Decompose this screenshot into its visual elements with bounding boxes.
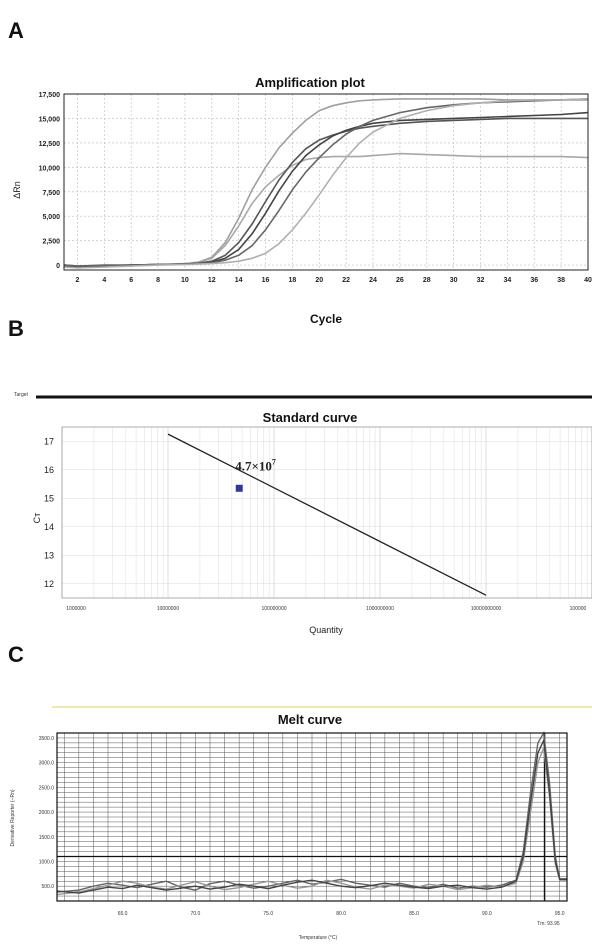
panel-label-a: A	[8, 18, 24, 43]
x-tick-label: 1000000000	[366, 606, 394, 612]
x-tick-label: 90.0	[482, 911, 492, 917]
melt-curve-xlabel: Temperature (°C)	[299, 935, 338, 941]
x-tick-label: 32	[477, 277, 485, 284]
x-tick-label: 28	[423, 277, 431, 284]
x-tick-label: 20	[315, 277, 323, 284]
x-tick-label: 30	[450, 277, 458, 284]
y-tick-label: 3500.0	[39, 736, 55, 742]
y-tick-label: 16	[44, 465, 54, 475]
x-tick-label: 100000	[570, 606, 587, 612]
standard-curve-point	[235, 484, 243, 492]
melt-curve-frame	[56, 732, 568, 902]
x-tick-label: 100000000	[261, 606, 286, 612]
x-tick-label: 8	[156, 277, 160, 284]
y-tick-label: 2,500	[42, 239, 60, 246]
legend-stub: Target	[14, 392, 29, 398]
melt-series-line-1	[56, 730, 567, 893]
amplification-ticks: 2 4 6 8 10 12 14 16 18 20 22 24 26 28 30 32 34 36 38 4002,5…	[39, 92, 592, 284]
x-tick-label: 38	[557, 277, 565, 284]
melt-threshold-line	[57, 733, 567, 901]
standard-curve-points	[235, 484, 243, 492]
melt-series-line-3	[56, 737, 567, 894]
x-tick-label: 16	[262, 277, 270, 284]
x-tick-label: 12	[208, 277, 216, 284]
x-tick-label: 80.0	[336, 911, 346, 917]
x-tick-label: 24	[369, 277, 377, 284]
y-tick-label: 1500.0	[39, 835, 55, 841]
standard-curve-grid	[61, 427, 592, 598]
y-tick-label: 15	[44, 493, 54, 503]
standard-curve-fit	[167, 433, 487, 596]
standard-curve-fit-line	[167, 433, 487, 596]
y-tick-label: 2500.0	[39, 785, 55, 791]
y-tick-label: 500.0	[41, 884, 54, 890]
x-tick-label: 10000000000	[471, 606, 502, 612]
y-tick-label: 3000.0	[39, 761, 55, 767]
x-tick-label: 40	[584, 277, 592, 284]
amplification-series	[63, 98, 589, 269]
standard-curve-frame	[61, 426, 592, 599]
y-tick-label: 14	[44, 522, 54, 532]
x-tick-label: 70.0	[191, 911, 201, 917]
amplification-plot-title: Amplification plot	[255, 75, 365, 90]
y-tick-label: 17	[44, 436, 54, 446]
melt-curve-title: Melt curve	[277, 712, 343, 727]
y-tick-label: 10,000	[39, 165, 61, 172]
standard-curve-ticks: 12 13 14 15 16 17 1000000 10000000 100000000 1000…	[44, 436, 587, 612]
x-tick-label: 36	[530, 277, 538, 284]
y-tick-label: 12,500	[39, 141, 61, 148]
melt-series-line-2	[56, 747, 567, 896]
x-tick-label: 75.0	[263, 911, 273, 917]
y-tick-label: 0	[56, 263, 60, 270]
x-tick-label: 65.0	[118, 911, 128, 917]
x-tick-label: 34	[503, 277, 511, 284]
melt-tm-label: Tm: 93.95	[537, 921, 560, 927]
y-tick-label: 2000.0	[39, 810, 55, 816]
melt-curve-ticks: 500.0 1000.0 1500.0 2000.0 2500.0 3000.0 3500.…	[39, 736, 565, 917]
x-tick-label: 85.0	[409, 911, 419, 917]
x-tick-label: 18	[289, 277, 297, 284]
y-tick-label: 12	[44, 579, 54, 589]
x-tick-label: 2	[75, 277, 79, 284]
x-tick-label: 22	[342, 277, 350, 284]
x-tick-label: 4	[102, 277, 106, 284]
standard-curve-annotation: 4.7×107	[235, 457, 276, 473]
x-tick-label: 26	[396, 277, 404, 284]
amplification-series-line-6	[63, 98, 589, 269]
x-tick-label: 1000000	[66, 606, 86, 612]
standard-curve-ylabel: Cт	[32, 513, 42, 524]
standard-curve-xlabel: Quantity	[309, 625, 343, 635]
melt-curve-grid	[57, 732, 567, 901]
panel-label-c: C	[8, 642, 24, 667]
y-tick-label: 15,000	[39, 116, 61, 123]
y-tick-label: 17,500	[39, 92, 61, 99]
y-tick-label: 7,500	[42, 190, 60, 197]
x-tick-label: 14	[235, 277, 243, 284]
x-tick-label: 10	[181, 277, 189, 284]
melt-curve-ylabel: Derivative Reporter (−Rn)	[10, 789, 16, 846]
y-tick-label: 13	[44, 550, 54, 560]
standard-curve-title: Standard curve	[262, 410, 358, 425]
x-tick-label: 6	[129, 277, 133, 284]
amplification-plot-frame	[63, 93, 589, 271]
y-tick-label: 5,000	[42, 214, 60, 221]
amplification-ylabel: ΔRn	[12, 181, 22, 199]
x-tick-label: 10000000	[157, 606, 179, 612]
amplification-xlabel: Cycle	[310, 312, 342, 326]
panel-label-b: B	[8, 316, 24, 341]
x-tick-label: 95.0	[555, 911, 565, 917]
y-tick-label: 1000.0	[39, 859, 55, 865]
melt-curve-series	[56, 730, 567, 896]
